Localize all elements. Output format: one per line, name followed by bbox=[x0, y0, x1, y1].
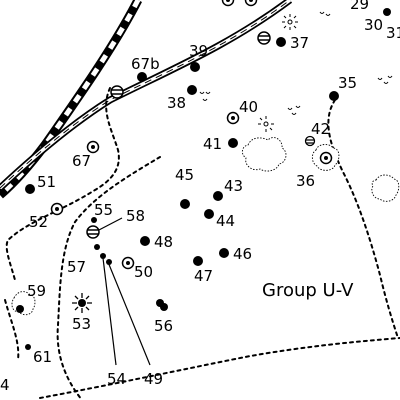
label-61: 61 bbox=[33, 348, 52, 366]
filled-dot-icon bbox=[180, 199, 190, 209]
label-67: 67 bbox=[72, 152, 91, 170]
label-39: 39 bbox=[189, 42, 208, 60]
ringed-points bbox=[50, 0, 340, 270]
bush-outline-icon bbox=[371, 174, 400, 202]
label-51: 51 bbox=[37, 173, 56, 191]
label-29: 29 bbox=[350, 0, 369, 13]
barred-circle-icon bbox=[110, 85, 124, 99]
barred-points bbox=[86, 31, 316, 239]
label-36: 36 bbox=[296, 172, 315, 190]
filled-dot-icon bbox=[219, 248, 229, 258]
label-40: 40 bbox=[239, 98, 258, 116]
filled-dot-icon bbox=[140, 236, 150, 246]
label-58: 58 bbox=[126, 207, 145, 225]
label-50: 50 bbox=[134, 263, 153, 281]
label-54: 54 bbox=[107, 370, 126, 388]
label-57: 57 bbox=[67, 258, 86, 276]
label-46: 46 bbox=[233, 245, 252, 263]
filled-dot-icon bbox=[329, 91, 339, 101]
radiant-icon bbox=[72, 293, 92, 313]
label-49: 49 bbox=[144, 370, 163, 388]
filled-dot-icon bbox=[193, 256, 203, 266]
filled-dot-icon bbox=[383, 8, 391, 16]
ringed-dot-icon bbox=[121, 256, 135, 270]
ringed-dot-icon bbox=[86, 140, 100, 154]
label-43: 43 bbox=[224, 177, 243, 195]
label-55: 55 bbox=[94, 201, 113, 219]
filled-dot-icon bbox=[187, 85, 197, 95]
ringed-dot-icon bbox=[311, 144, 340, 171]
railway-line bbox=[0, 0, 143, 199]
filled-dot-icon bbox=[25, 184, 35, 194]
label-52: 52 bbox=[29, 213, 48, 231]
label-42: 42 bbox=[311, 120, 330, 138]
label-45: 45 bbox=[175, 166, 194, 184]
bird-marks-icon bbox=[199, 11, 393, 115]
boundary-lines bbox=[4, 87, 400, 400]
label-56: 56 bbox=[154, 317, 173, 335]
label-35: 35 bbox=[338, 74, 357, 92]
bush-outline-icon bbox=[241, 137, 287, 172]
leader-lines bbox=[96, 217, 151, 366]
label-30: 30 bbox=[364, 16, 383, 34]
filled-dot-icon bbox=[213, 191, 223, 201]
barred-circle-icon bbox=[304, 135, 316, 147]
barred-circle-icon bbox=[86, 225, 100, 239]
filled-dot-icon bbox=[160, 303, 168, 311]
area-label: Group U-V bbox=[262, 280, 354, 301]
filled-dot-icon bbox=[106, 259, 112, 265]
label-59: 59 bbox=[27, 282, 46, 300]
ringed-dot-icon bbox=[226, 111, 240, 125]
map-points bbox=[16, 8, 391, 350]
ringed-dot-icon bbox=[221, 0, 235, 7]
filled-dot-icon bbox=[100, 253, 106, 259]
label-41: 41 bbox=[203, 135, 222, 153]
filled-dot-icon bbox=[25, 344, 31, 350]
ringed-dot-icon bbox=[50, 202, 64, 216]
filled-dot-icon bbox=[137, 72, 147, 82]
filled-dot-icon bbox=[16, 305, 24, 313]
label-37: 37 bbox=[290, 34, 309, 52]
radiant-icon bbox=[258, 14, 298, 132]
label-4: 4 bbox=[0, 376, 10, 394]
ringed-dot-icon bbox=[244, 0, 258, 7]
filled-dot-icon bbox=[94, 244, 100, 250]
label-38: 38 bbox=[167, 94, 186, 112]
label-48: 48 bbox=[154, 233, 173, 251]
filled-dot-icon bbox=[190, 62, 200, 72]
label-44: 44 bbox=[216, 212, 235, 230]
label-67b: 67b bbox=[131, 55, 160, 73]
label-31: 31 bbox=[386, 24, 400, 42]
filled-dot-icon bbox=[204, 209, 214, 219]
filled-dot-icon bbox=[228, 138, 238, 148]
filled-dot-icon bbox=[91, 217, 97, 223]
barred-circle-icon bbox=[257, 31, 271, 45]
label-47: 47 bbox=[194, 267, 213, 285]
filled-dot-icon bbox=[276, 37, 286, 47]
label-53: 53 bbox=[72, 315, 91, 333]
